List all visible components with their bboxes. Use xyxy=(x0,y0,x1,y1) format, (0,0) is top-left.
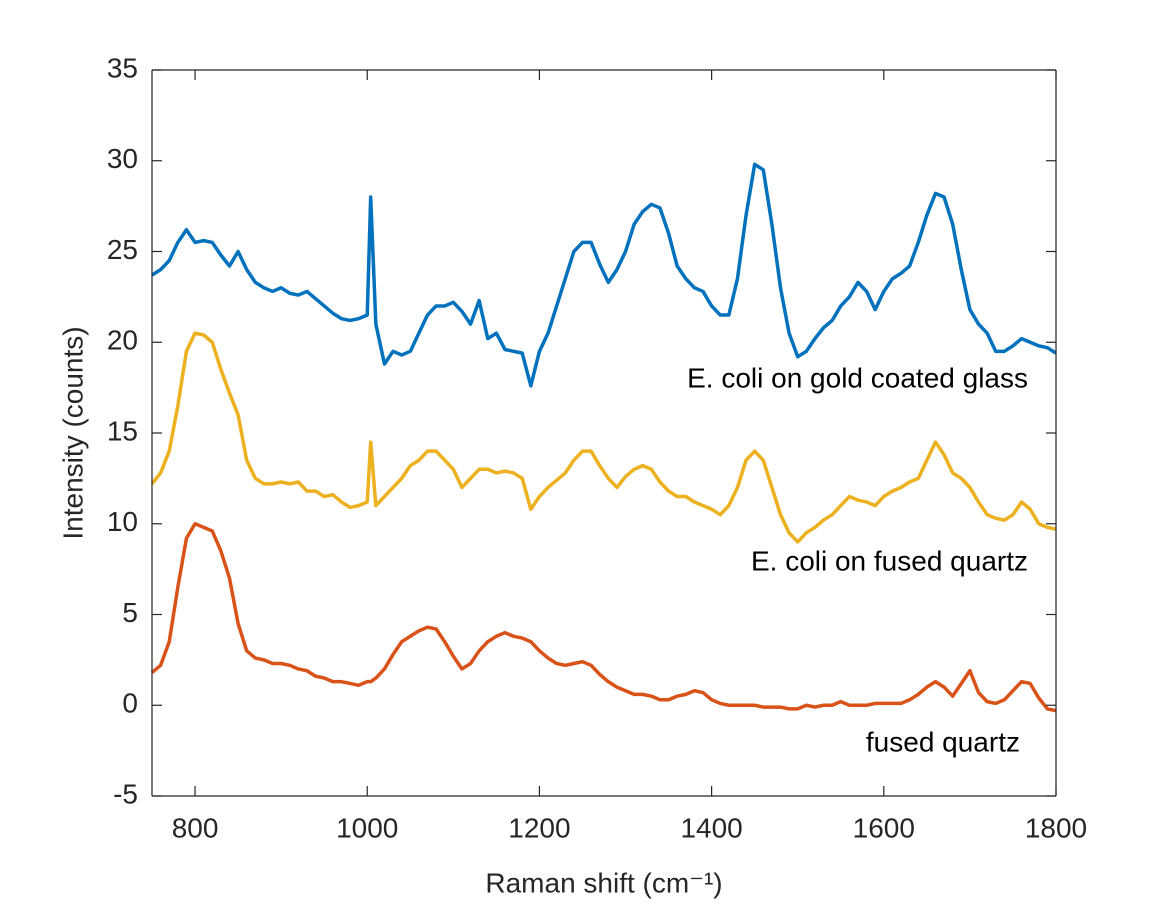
x-tick-label: 1400 xyxy=(680,812,742,843)
annotation: E. coli on fused quartz xyxy=(751,545,1028,576)
x-tick-label: 800 xyxy=(172,812,219,843)
series-line xyxy=(150,331,1057,544)
y-tick-label: 35 xyxy=(107,52,138,83)
x-tick-label: 1600 xyxy=(853,812,915,843)
series-line xyxy=(151,162,1057,388)
y-tick-label: 25 xyxy=(107,234,138,265)
y-tick-label: 0 xyxy=(122,688,138,719)
series-line xyxy=(150,522,1057,713)
y-tick-label: 5 xyxy=(122,597,138,628)
x-axis-label: Raman shift (cm⁻¹) xyxy=(485,867,722,898)
y-tick-label: 15 xyxy=(107,415,138,446)
y-tick-label: 30 xyxy=(107,143,138,174)
y-tick-label: 20 xyxy=(107,325,138,356)
annotation: fused quartz xyxy=(866,726,1020,757)
x-tick-label: 1800 xyxy=(1025,812,1087,843)
x-tick-label: 1000 xyxy=(336,812,398,843)
y-tick-label: -5 xyxy=(113,778,138,809)
y-axis-label: Intensity (counts) xyxy=(57,326,88,539)
x-tick-label: 1200 xyxy=(508,812,570,843)
annotation: E. coli on gold coated glass xyxy=(687,362,1028,393)
y-tick-label: 10 xyxy=(107,506,138,537)
